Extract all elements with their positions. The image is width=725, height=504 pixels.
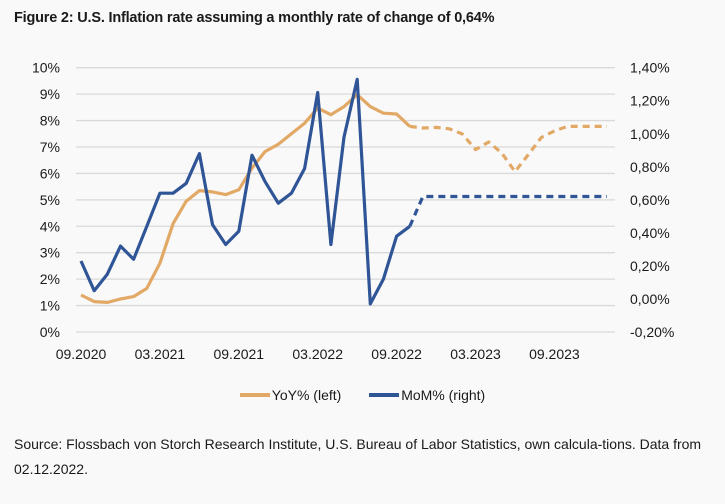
y-right-tick-label: -0,20% bbox=[630, 324, 674, 340]
series-line-mom-forecast bbox=[408, 194, 607, 227]
y-right-tick-label: 0,60% bbox=[630, 192, 670, 208]
x-tick-label: 03.2023 bbox=[450, 346, 501, 362]
y-right-tick-label: 0,80% bbox=[630, 159, 670, 175]
legend-item-mom: MoM% (right) bbox=[369, 387, 485, 403]
y-left-tick-label: 4% bbox=[40, 218, 60, 234]
y-left-tick-label: 5% bbox=[40, 192, 60, 208]
y-right-tick-label: 0,40% bbox=[630, 225, 670, 241]
series-line-mom-actual bbox=[79, 77, 411, 306]
chart-title: Figure 2: U.S. Inflation rate assuming a… bbox=[14, 10, 495, 26]
y-left-tick-label: 0% bbox=[40, 324, 60, 340]
x-tick-label: 09.2021 bbox=[213, 346, 264, 362]
y-right-tick-label: 1,00% bbox=[630, 126, 670, 142]
x-tick-label: 09.2022 bbox=[371, 346, 422, 362]
y-left-tick-label: 1% bbox=[40, 298, 60, 314]
x-tick-label: 03.2021 bbox=[135, 346, 186, 362]
y-left-tick-label: 9% bbox=[40, 86, 60, 102]
legend-item-yoy: YoY% (left) bbox=[239, 387, 342, 403]
y-right-tick-label: 1,20% bbox=[630, 93, 670, 109]
y-left-tick-label: 2% bbox=[40, 271, 60, 287]
legend: YoY% (left) MoM% (right) bbox=[0, 384, 725, 403]
x-tick-label: 09.2023 bbox=[529, 346, 580, 362]
y-left-tick-label: 6% bbox=[40, 165, 60, 181]
legend-label-mom: MoM% (right) bbox=[401, 387, 486, 403]
legend-swatch-yoy bbox=[239, 393, 270, 397]
y-right-tick-label: 1,40% bbox=[630, 60, 670, 76]
legend-swatch-mom bbox=[369, 393, 400, 397]
series-line-yoy-forecast bbox=[409, 124, 607, 174]
legend-label-yoy: YoY% (left) bbox=[271, 387, 342, 403]
y-left-tick-label: 10% bbox=[32, 60, 60, 76]
y-left-tick-label: 8% bbox=[40, 113, 60, 129]
source-note: Source: Flossbach von Storch Research In… bbox=[14, 436, 702, 477]
y-right-tick-label: 0,00% bbox=[630, 291, 670, 307]
x-tick-label: 09.2020 bbox=[56, 346, 107, 362]
y-left-tick-label: 3% bbox=[40, 245, 60, 261]
y-left-tick-label: 7% bbox=[40, 139, 60, 155]
y-right-tick-label: 0,20% bbox=[630, 258, 670, 274]
x-tick-label: 03.2022 bbox=[292, 346, 343, 362]
series-line-yoy-actual bbox=[80, 93, 411, 304]
